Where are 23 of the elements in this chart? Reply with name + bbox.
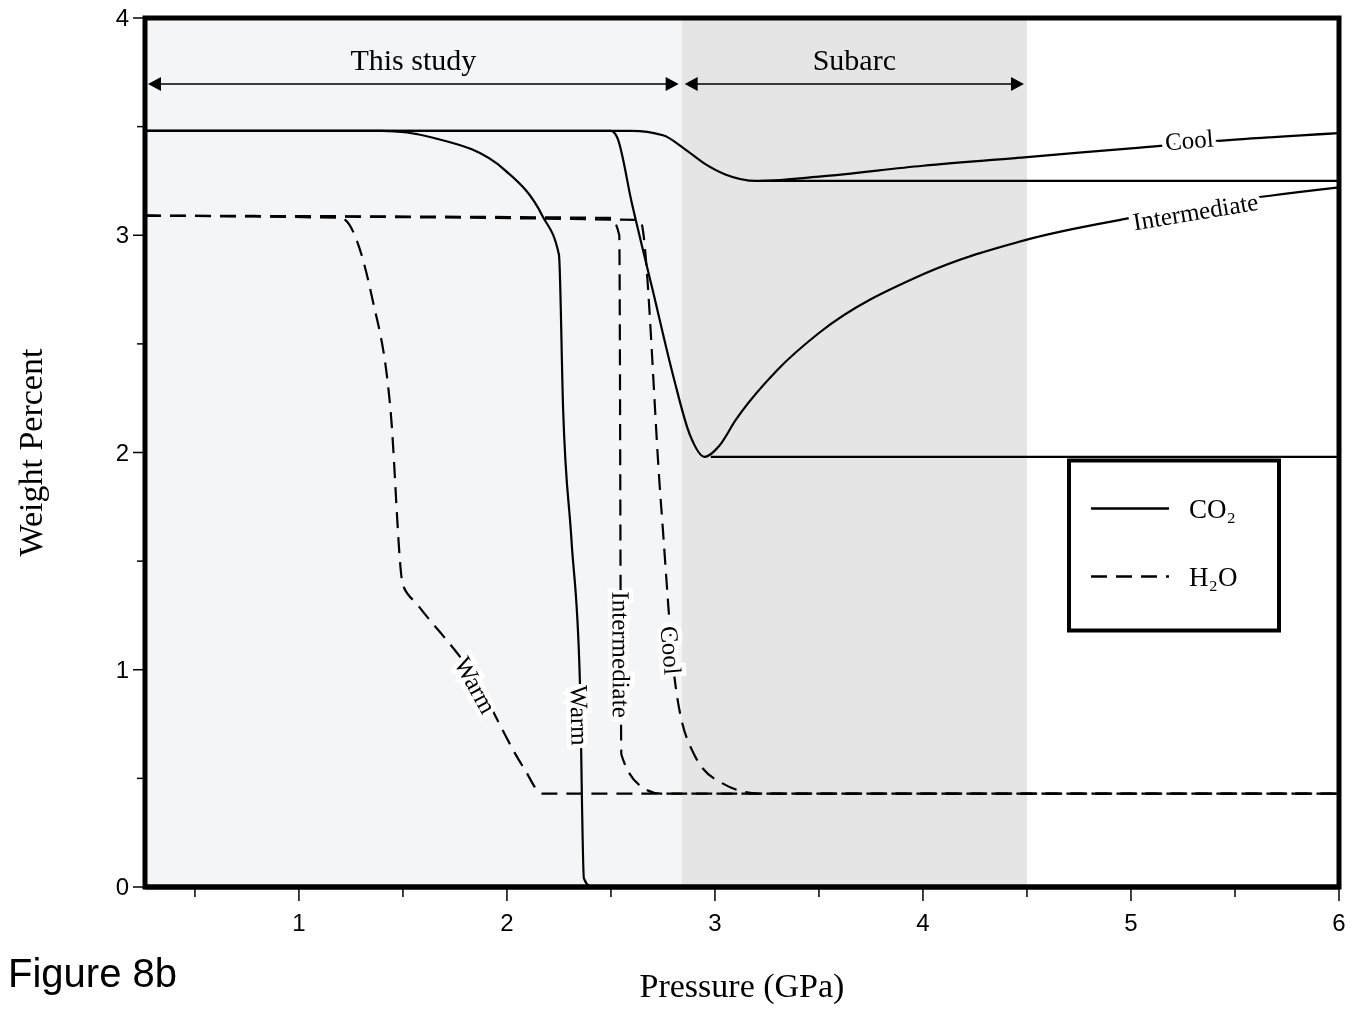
x-tick-label: 3 (708, 909, 722, 936)
x-tick-label: 5 (1124, 909, 1138, 936)
annotation: Cool (655, 624, 687, 676)
y-tick-label: 2 (115, 438, 129, 466)
x-tick-label: 1 (292, 909, 306, 936)
legend-label: CO₂ (1189, 493, 1236, 524)
annotation: Intermediate (607, 591, 635, 718)
y-tick-label: 4 (115, 4, 129, 31)
x-tick-label: 4 (916, 909, 930, 936)
x-tick-label: 2 (500, 909, 514, 936)
band-label: This study (350, 43, 477, 76)
x-axis-title: Pressure (GPa) (639, 967, 845, 1005)
x-tick-label: 6 (1332, 909, 1346, 936)
caption: Figure 8b (8, 951, 177, 995)
y-tick-label: 0 (115, 873, 129, 900)
y-tick-label: 1 (115, 655, 129, 683)
annotation: Warm (449, 652, 503, 719)
band-label: Subarc (812, 43, 896, 76)
annotation: Intermediate (1130, 187, 1261, 236)
legend-label: H₂O (1189, 561, 1238, 592)
annotation: Cool (1163, 124, 1215, 156)
y-tick-label: 3 (115, 221, 129, 249)
y-axis-title: Weight Percent (12, 348, 49, 557)
